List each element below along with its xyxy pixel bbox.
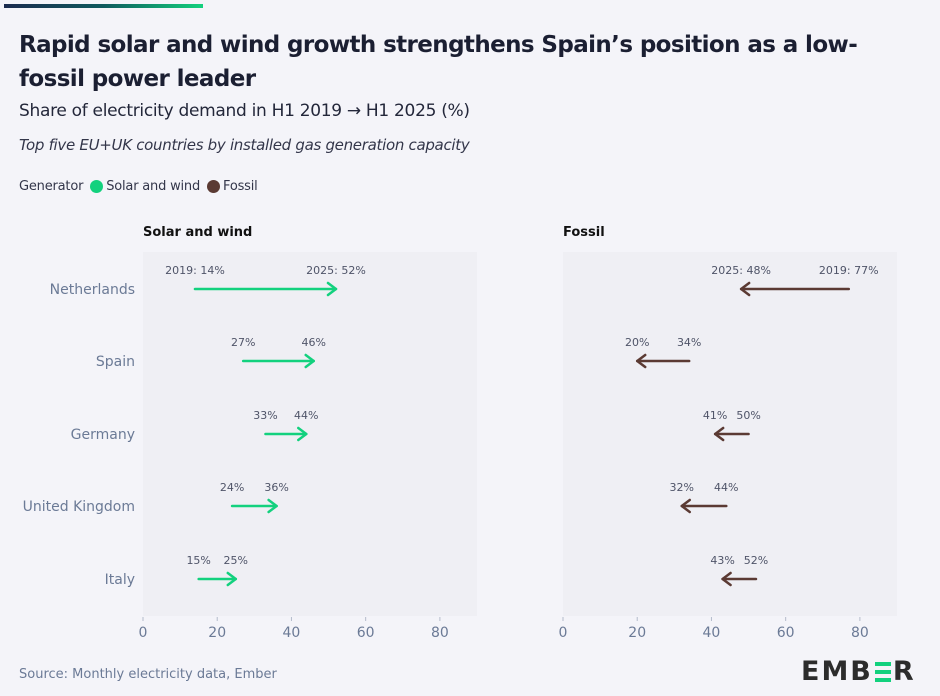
arrow-head-icon	[304, 353, 315, 369]
category-label: Spain	[96, 354, 135, 370]
x-tick-label: 80	[851, 625, 869, 641]
plot-background	[143, 252, 477, 616]
arrow-head-icon	[713, 426, 725, 442]
legend-item-fossil[interactable]: Fossil	[204, 179, 258, 194]
category-label: Italy	[105, 572, 135, 588]
end-value-label: 2025: 52%	[306, 264, 366, 277]
x-tick-label: 40	[283, 625, 301, 641]
legend: Generator Solar and wind Fossil	[19, 179, 258, 194]
legend-dot-fossil	[207, 180, 221, 193]
panel-fossil: Fossil 0 20 40 60 80 2019: 77% 2025: 48% 34% 20% 5…	[559, 225, 897, 641]
end-value-label: 44%	[294, 409, 318, 422]
start-value-label: 34%	[677, 336, 701, 349]
end-value-label: 36%	[264, 481, 288, 494]
x-tick-label: 60	[777, 625, 795, 641]
legend-dot-solar-wind	[90, 180, 104, 193]
end-value-label: 46%	[301, 336, 325, 349]
chart-subtitle: Share of electricity demand in H1 2019 →…	[19, 101, 470, 121]
arrow-head-icon	[680, 498, 692, 514]
end-value-label: 20%	[625, 336, 649, 349]
chart-note: Top five EU+UK countries by installed ga…	[19, 136, 470, 154]
panel-title: Solar and wind	[143, 225, 252, 240]
source-note: Source: Monthly electricity data, Ember	[19, 667, 277, 682]
x-tick-label: 80	[431, 625, 449, 641]
arrow-head-icon	[297, 426, 308, 442]
start-value-label: 44%	[714, 481, 738, 494]
start-value-label: 24%	[220, 481, 244, 494]
category-label: United Kingdom	[23, 499, 135, 515]
x-tick-label: 20	[628, 625, 646, 641]
accent-bar	[4, 4, 203, 8]
category-label: Germany	[71, 427, 135, 443]
end-value-label: 41%	[703, 409, 727, 422]
arrow-head-icon	[326, 281, 338, 297]
start-value-label: 2019: 14%	[165, 264, 225, 277]
x-tick-label: 60	[357, 625, 375, 641]
arrow-head-icon	[267, 498, 278, 514]
end-value-label: 43%	[710, 554, 734, 567]
start-value-label: 50%	[736, 409, 760, 422]
start-value-label: 2019: 77%	[819, 264, 879, 277]
panel-solar-and-wind: Solar and wind 0 20 40 60 80 2019: 14% 2025: 52…	[139, 225, 477, 641]
logo-text-right: R	[892, 656, 916, 687]
logo-e-icon	[874, 661, 891, 682]
x-tick-label: 40	[703, 625, 721, 641]
end-value-label: 32%	[670, 481, 694, 494]
arrow-head-icon	[635, 353, 647, 369]
ember-logo: EMB R	[801, 656, 916, 687]
arrow-head-icon	[739, 281, 751, 297]
category-label: Netherlands	[50, 282, 135, 298]
logo-text-left: EMB	[801, 656, 873, 687]
x-tick-label: 0	[559, 625, 568, 641]
x-tick-label: 20	[208, 625, 226, 641]
panel-title: Fossil	[563, 225, 605, 240]
start-value-label: 27%	[231, 336, 255, 349]
end-value-label: 2025: 48%	[711, 264, 771, 277]
arrow-head-icon	[721, 571, 732, 587]
legend-title: Generator	[19, 179, 84, 194]
arrow-head-icon	[226, 571, 238, 587]
start-value-label: 52%	[744, 554, 768, 567]
legend-item-solar-wind[interactable]: Solar and wind	[87, 179, 200, 194]
legend-label: Fossil	[223, 179, 258, 194]
end-value-label: 25%	[224, 554, 248, 567]
chart-title: Rapid solar and wind growth strengthens …	[19, 32, 858, 92]
start-value-label: 33%	[253, 409, 277, 422]
x-tick-label: 0	[139, 625, 148, 641]
start-value-label: 15%	[186, 554, 210, 567]
legend-label: Solar and wind	[106, 179, 201, 194]
